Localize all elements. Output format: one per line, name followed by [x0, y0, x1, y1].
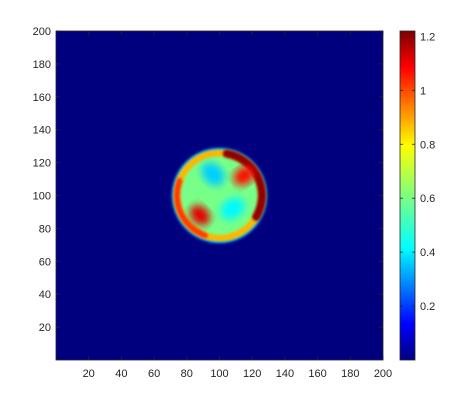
x-tick-label: 140: [276, 368, 294, 380]
colorbar-tick-label: 1.2: [420, 31, 435, 43]
colorbar-axis: 0.2 0.4 0.6 0.8 1 1.2: [400, 31, 435, 313]
y-tick-label: 60: [39, 256, 51, 268]
y-tick-label: 20: [39, 322, 51, 334]
y-tick-label: 160: [33, 92, 51, 104]
x-tick-label: 40: [115, 368, 127, 380]
heatmap-blob: [220, 197, 245, 220]
colorbar-tick-label: 0.2: [420, 301, 435, 313]
heatmap-blob: [233, 166, 255, 186]
x-tick-label: 20: [83, 368, 95, 380]
x-tick-label: 100: [210, 368, 228, 380]
y-tick-label: 120: [33, 158, 51, 170]
y-tick-label: 200: [33, 26, 51, 38]
x-tick-label: 180: [341, 368, 359, 380]
y-tick-label: 180: [33, 59, 51, 71]
heatmap-crescent-lower: [174, 178, 208, 239]
colorbar: [399, 30, 416, 361]
x-tick-label: 80: [181, 368, 193, 380]
x-tick-label: 200: [374, 368, 392, 380]
y-tick-label: 40: [39, 289, 51, 301]
x-tick-label: 60: [148, 368, 160, 380]
y-axis: 20 40 60 80 100 120 140 160 180 200: [33, 26, 383, 334]
y-tick-label: 140: [33, 125, 51, 137]
heatmap-crescent: [222, 149, 267, 221]
colorbar-tick-label: 1: [420, 85, 426, 97]
x-axis: 20 40 60 80 100 120 140 160 180 200: [83, 31, 392, 380]
colorbar-tick-label: 0.4: [420, 247, 435, 259]
x-tick-label: 160: [308, 368, 326, 380]
heatmap-blob: [201, 162, 225, 186]
y-tick-label: 80: [39, 223, 51, 235]
colorbar-tick-label: 0.6: [420, 193, 435, 205]
heatmap-blob: [189, 205, 210, 226]
x-tick-label: 120: [243, 368, 261, 380]
colorbar-tick-label: 0.8: [420, 139, 435, 151]
y-tick-label: 100: [33, 191, 51, 203]
